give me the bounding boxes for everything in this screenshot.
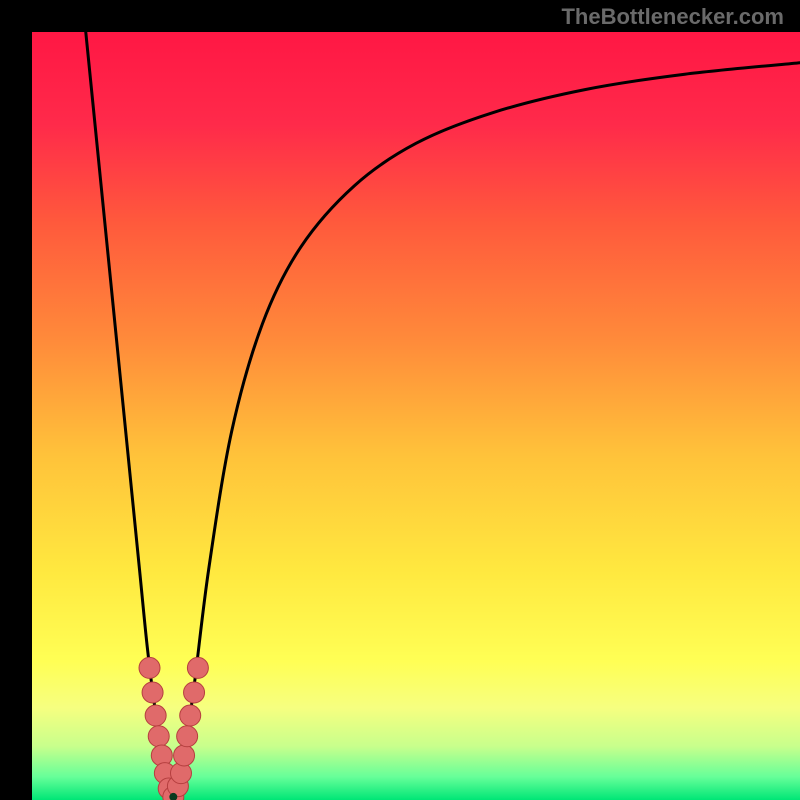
chart-svg — [32, 32, 800, 800]
data-marker — [145, 705, 166, 726]
data-marker — [187, 657, 208, 678]
attribution-label: TheBottlenecker.com — [561, 4, 784, 30]
data-marker — [180, 705, 201, 726]
data-marker — [177, 726, 198, 747]
data-marker — [184, 682, 205, 703]
data-marker — [142, 682, 163, 703]
chart-container: TheBottlenecker.com — [0, 0, 800, 800]
data-marker — [148, 726, 169, 747]
plot-area — [32, 32, 800, 800]
data-marker — [174, 745, 195, 766]
data-marker — [139, 657, 160, 678]
